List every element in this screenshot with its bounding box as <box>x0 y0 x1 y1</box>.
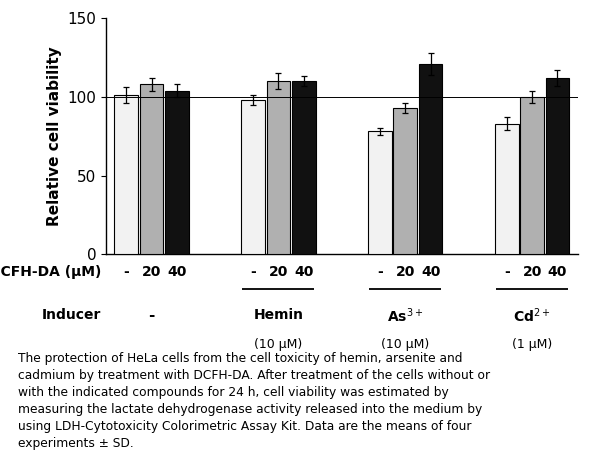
Bar <box>267 81 290 254</box>
Bar <box>546 78 569 254</box>
Text: Hemin: Hemin <box>253 308 303 322</box>
Text: 40: 40 <box>167 265 186 279</box>
Text: (10 μM): (10 μM) <box>381 337 430 350</box>
Text: -: - <box>148 308 155 323</box>
Text: 40: 40 <box>294 265 313 279</box>
Text: -: - <box>377 265 383 279</box>
Bar <box>292 81 316 254</box>
Bar <box>165 90 189 254</box>
Bar <box>419 64 442 254</box>
Text: DCFH-DA (μM): DCFH-DA (μM) <box>0 265 101 279</box>
Text: -: - <box>504 265 509 279</box>
Text: 20: 20 <box>396 265 415 279</box>
Bar <box>114 95 138 254</box>
Text: (1 μM): (1 μM) <box>512 337 552 350</box>
Text: 20: 20 <box>142 265 161 279</box>
Text: 20: 20 <box>269 265 288 279</box>
Bar <box>495 123 518 254</box>
Y-axis label: Relative cell viability: Relative cell viability <box>47 46 62 226</box>
Bar <box>140 84 163 254</box>
Bar <box>241 100 265 254</box>
Text: 40: 40 <box>421 265 440 279</box>
Text: The protection of HeLa cells from the cell toxicity of hemin, arsenite and
cadmi: The protection of HeLa cells from the ce… <box>18 352 490 450</box>
Bar <box>393 108 417 254</box>
Text: -: - <box>123 265 129 279</box>
Text: -: - <box>250 265 256 279</box>
Text: Inducer: Inducer <box>42 308 101 322</box>
Text: As$^{3+}$: As$^{3+}$ <box>387 306 423 325</box>
Bar <box>520 97 544 254</box>
Text: (10 μM): (10 μM) <box>254 337 302 350</box>
Text: 20: 20 <box>523 265 542 279</box>
Text: Cd$^{2+}$: Cd$^{2+}$ <box>514 306 551 325</box>
Bar <box>368 132 391 254</box>
Text: 40: 40 <box>548 265 567 279</box>
